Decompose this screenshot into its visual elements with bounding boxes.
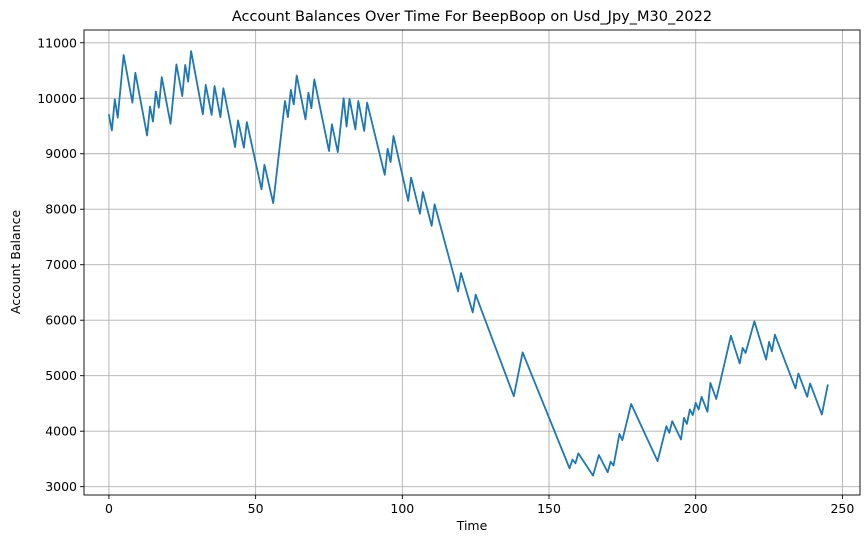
plot-area-frame [83,29,861,496]
x-tick-label: 150 [537,501,561,516]
y-tick-label: 10000 [37,91,77,106]
x-tick-label: 250 [830,501,854,516]
y-axis: 3000 4000 5000 6000 7000 8000 9000 10000 11000 [37,35,84,494]
y-tick-label: 5000 [45,368,77,383]
y-tick-label: 6000 [45,313,77,328]
y-tick-label: 11000 [37,35,77,50]
chart-title: Account Balances Over Time For BeepBoop … [232,9,712,25]
y-tick-label: 7000 [45,257,77,272]
account-balance-series-line [108,50,829,477]
series-layer [108,50,829,477]
x-tick-label: 100 [390,501,414,516]
x-tick-label: 50 [248,501,264,516]
y-tick-label: 3000 [45,479,77,494]
x-tick-label: 200 [684,501,708,516]
y-tick-label: 8000 [45,202,77,217]
x-axis: 0 50 100 150 200 250 [105,495,854,516]
x-tick-label: 0 [105,501,113,516]
y-tick-label: 9000 [45,146,77,161]
y-axis-label: Account Balance [8,210,23,315]
grid-lines [84,30,860,495]
y-tick-label: 4000 [45,424,77,439]
x-axis-label: Time [456,518,488,533]
